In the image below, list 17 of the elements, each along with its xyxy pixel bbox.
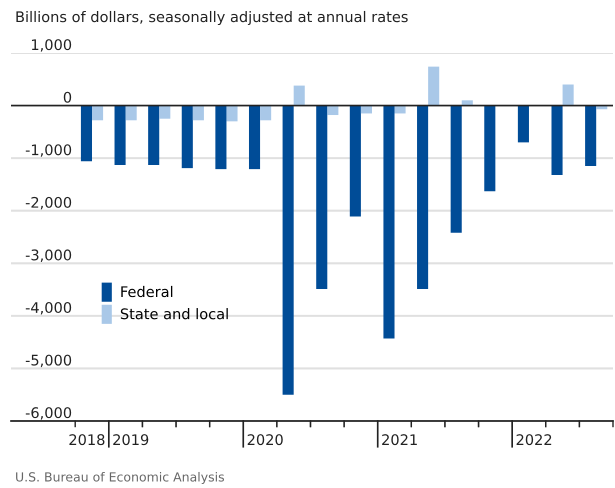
chart-title: Billions of dollars, seasonally adjusted at annual rates bbox=[16, 10, 408, 26]
legend-label: State and local bbox=[120, 308, 228, 320]
y-tick-label: -5,000 bbox=[26, 354, 72, 368]
y-tick-label: 1,000 bbox=[32, 39, 72, 52]
x-tick-label: 2021 bbox=[382, 434, 417, 446]
y-tick-label: -3,000 bbox=[26, 249, 72, 262]
y-tick-label: 0 bbox=[64, 92, 72, 103]
x-tick-label: 2022 bbox=[516, 434, 552, 446]
y-tick-label: -6,000 bbox=[26, 407, 72, 420]
y-tick-label: -4,000 bbox=[26, 302, 72, 315]
legend-label: Federal bbox=[121, 286, 172, 298]
x-tick-label: 2019 bbox=[113, 434, 148, 446]
text: U.S. Bureau of Economic Analysis bbox=[16, 472, 224, 484]
y-tick-label: -2,000 bbox=[26, 196, 72, 210]
y-tick-label: -1,000 bbox=[26, 144, 72, 157]
x-tick-label: 2020 bbox=[248, 434, 283, 446]
x-tick-label: 2018 bbox=[69, 434, 104, 446]
